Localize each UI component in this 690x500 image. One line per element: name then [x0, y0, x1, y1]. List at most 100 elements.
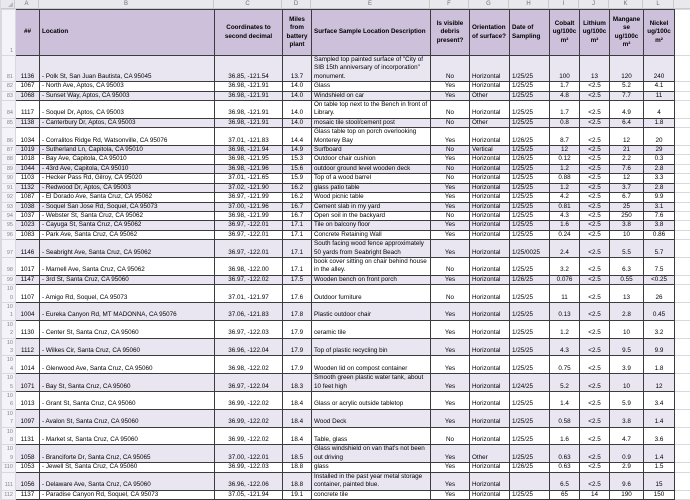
cell-cobalt[interactable]: 0.88	[549, 173, 580, 184]
cell-miles[interactable]: 16.2	[282, 182, 312, 194]
cell-date[interactable]: 1/25/25	[509, 192, 550, 203]
cell-manganese[interactable]: 6.4	[609, 117, 644, 129]
empty-cell[interactable]	[674, 274, 690, 286]
cell-description[interactable]: Glass table top on porch overlooking Mon…	[311, 127, 431, 147]
cell-coords[interactable]: 36.99, -122.02	[214, 391, 283, 410]
cell-nickel[interactable]: 9.9	[643, 337, 675, 357]
cell-cobalt[interactable]: 3.2	[549, 256, 580, 276]
cell-nickel[interactable]: 3.6	[643, 426, 675, 446]
cell-nickel[interactable]: <0.25	[643, 274, 675, 286]
cell-cobalt[interactable]: 0.076	[549, 274, 580, 286]
cell-coords[interactable]: 36.98, -121.95	[214, 154, 283, 165]
cell-nickel[interactable]: 7.5	[643, 256, 675, 276]
row-number[interactable]: 108	[1, 426, 16, 446]
cell-miles[interactable]: 18.3	[282, 373, 312, 393]
cell-nickel[interactable]: 1.4	[643, 408, 675, 428]
row-number[interactable]: 104	[1, 355, 16, 375]
cell-location[interactable]: - Market st, Santa Cruz, CA 95060	[39, 426, 215, 446]
cell-description[interactable]: Open soil in the backyard	[311, 210, 431, 222]
cell-debris[interactable]: Yes	[430, 154, 470, 165]
cell-orientation[interactable]: Horizontal	[469, 192, 510, 203]
row-number[interactable]: 87	[1, 145, 16, 156]
row-number[interactable]: 100	[1, 284, 16, 303]
cell-cobalt[interactable]: 4.3	[549, 337, 580, 357]
column-header[interactable]: Orientation of surface?	[469, 9, 510, 56]
empty-cell[interactable]	[674, 444, 690, 464]
empty-cell[interactable]	[674, 462, 690, 473]
cell-description[interactable]: glass	[311, 462, 431, 473]
empty-cell[interactable]	[674, 201, 690, 212]
cell-lithium[interactable]: <2.5	[579, 408, 610, 428]
cell-manganese[interactable]: 190	[609, 489, 644, 500]
cell-manganese[interactable]: 0.9	[609, 444, 644, 464]
column-header[interactable]: Coordinates to second decimal	[214, 9, 283, 56]
row-number[interactable]: 81	[1, 54, 16, 83]
empty-cell[interactable]	[674, 100, 690, 119]
cell-coords[interactable]: 36.97, -122.03	[214, 319, 283, 339]
cell-nickel[interactable]: 150	[643, 489, 675, 500]
cell-debris[interactable]: Yes	[430, 462, 470, 473]
cell-coords[interactable]: 36.98, -121.91	[214, 90, 283, 102]
cell-description[interactable]: Plastic outdoor chair	[311, 301, 431, 321]
cell-orientation[interactable]: Horizontal	[469, 239, 510, 258]
cell-id[interactable]: 1131	[15, 426, 40, 446]
cell-debris[interactable]: No	[430, 54, 470, 83]
cell-debris[interactable]: No	[430, 100, 470, 119]
cell-location[interactable]: - Branciforte Dr, Santa Cruz, CA 95065	[39, 444, 215, 464]
cell-orientation[interactable]: Horizontal	[469, 54, 510, 83]
cell-description[interactable]: Wooden lid on compost container	[311, 355, 431, 375]
cell-description[interactable]: Installed in the past year metal storage…	[311, 471, 431, 491]
cell-orientation[interactable]: Horizontal	[469, 256, 510, 276]
cell-lithium[interactable]: 14	[579, 489, 610, 500]
cell-coords[interactable]: 36.97, -121.99	[214, 192, 283, 203]
cell-miles[interactable]: 14.0	[282, 117, 312, 129]
cell-orientation[interactable]: Horizontal	[469, 355, 510, 375]
cell-location[interactable]: - Center St, Santa Cruz, CA 95060	[39, 319, 215, 339]
cell-location[interactable]: - Bay Ave, Capitola, CA 95010	[39, 154, 215, 165]
cell-manganese[interactable]: 6.3	[609, 256, 644, 276]
select-all-corner[interactable]	[1, 0, 15, 9]
cell-cobalt[interactable]: 100	[549, 54, 580, 83]
cell-coords[interactable]: 37.06, -121.83	[214, 301, 283, 321]
cell-miles[interactable]: 17.1	[282, 229, 312, 241]
cell-debris[interactable]: Yes	[430, 182, 470, 194]
cell-manganese[interactable]: 3.7	[609, 182, 644, 194]
cell-manganese[interactable]: 12	[609, 127, 644, 147]
row-number[interactable]: 1	[1, 9, 16, 56]
cell-id[interactable]: 1013	[15, 391, 40, 410]
cell-nickel[interactable]: 0.45	[643, 301, 675, 321]
cell-miles[interactable]: 18.4	[282, 391, 312, 410]
cell-date[interactable]	[509, 471, 550, 491]
cell-nickel[interactable]: 11	[643, 90, 675, 102]
cell-location[interactable]: - 43rd Ave, Capitola, CA 95010	[39, 163, 215, 175]
cell-date[interactable]: 1/25/25	[509, 173, 550, 184]
cell-nickel[interactable]: 1.4	[643, 444, 675, 464]
cell-description[interactable]: Sampled top painted surface of "City of …	[311, 54, 431, 83]
cell-coords[interactable]: 37.05, -121.94	[214, 489, 283, 500]
cell-debris[interactable]: Yes	[430, 301, 470, 321]
cell-manganese[interactable]: 4.9	[609, 100, 644, 119]
cell-coords[interactable]: 36.97, -122.01	[214, 220, 283, 231]
cell-nickel[interactable]: 2.8	[643, 163, 675, 175]
empty-cell[interactable]	[674, 127, 690, 147]
cell-description[interactable]: Glass windshield on van that's not been …	[311, 444, 431, 464]
cell-cobalt[interactable]: 5.2	[549, 373, 580, 393]
cell-cobalt[interactable]: 2.4	[549, 239, 580, 258]
empty-cell[interactable]	[674, 239, 690, 258]
cell-miles[interactable]: 17.9	[282, 337, 312, 357]
cell-id[interactable]: 1056	[15, 471, 40, 491]
column-header[interactable]: Surface Sample Location Description	[311, 9, 431, 56]
cell-debris[interactable]: Yes	[430, 81, 470, 92]
cell-orientation[interactable]: Other	[469, 444, 510, 464]
cell-id[interactable]: 1146	[15, 239, 40, 258]
row-number[interactable]: 94	[1, 210, 16, 222]
cell-id[interactable]: 1147	[15, 274, 40, 286]
cell-cobalt[interactable]: 0.63	[549, 444, 580, 464]
cell-manganese[interactable]: 5.2	[609, 81, 644, 92]
empty-cell[interactable]	[674, 81, 690, 92]
cell-coords[interactable]: 36.97, -122.04	[214, 373, 283, 393]
cell-cobalt[interactable]: 1.6	[549, 426, 580, 446]
empty-cell[interactable]	[674, 229, 690, 241]
row-number[interactable]: 105	[1, 373, 16, 393]
cell-coords[interactable]: 36.96, -122.04	[214, 337, 283, 357]
